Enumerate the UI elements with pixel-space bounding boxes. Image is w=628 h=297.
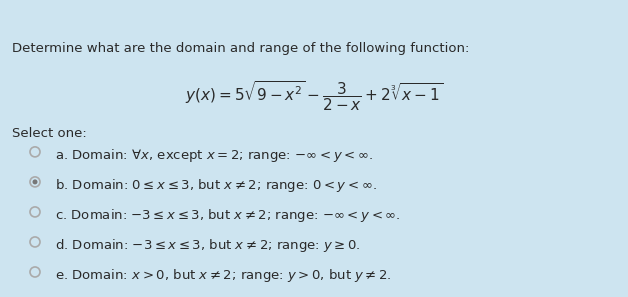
Text: Select one:: Select one: bbox=[12, 127, 87, 140]
Ellipse shape bbox=[33, 179, 38, 184]
Text: a. Domain: $\forall x$, except $x = 2$; range: $-\infty < y < \infty$.: a. Domain: $\forall x$, except $x = 2$; … bbox=[55, 147, 373, 164]
Text: e. Domain: $x > 0$, but $x \neq 2$; range: $y > 0$, but $y \neq 2$.: e. Domain: $x > 0$, but $x \neq 2$; rang… bbox=[55, 267, 392, 284]
Text: b. Domain: $0 \leq x \leq 3$, but $x \neq 2$; range: $0 < y < \infty$.: b. Domain: $0 \leq x \leq 3$, but $x \ne… bbox=[55, 177, 377, 194]
Text: c. Domain: $-3 \leq x \leq 3$, but $x \neq 2$; range: $-\infty < y < \infty$.: c. Domain: $-3 \leq x \leq 3$, but $x \n… bbox=[55, 207, 401, 224]
Text: $y(x) = 5\sqrt{9 - x^2} - \dfrac{3}{2 - x} + 2\sqrt[3]{x - 1}$: $y(x) = 5\sqrt{9 - x^2} - \dfrac{3}{2 - … bbox=[185, 79, 443, 113]
Text: d. Domain: $-3 \leq x \leq 3$, but $x \neq 2$; range: $y \geq 0$.: d. Domain: $-3 \leq x \leq 3$, but $x \n… bbox=[55, 237, 360, 254]
Text: Determine what are the domain and range of the following function:: Determine what are the domain and range … bbox=[12, 42, 469, 55]
